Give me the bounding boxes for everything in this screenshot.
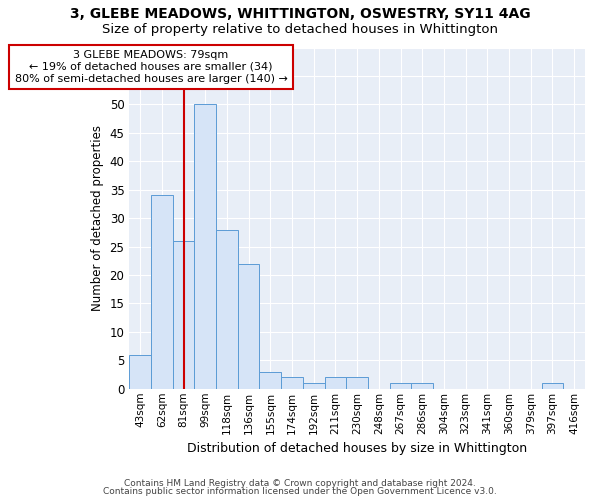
Bar (259, 372, 281, 389)
Bar (129, 354, 151, 389)
X-axis label: Distribution of detached houses by size in Whittington: Distribution of detached houses by size … (187, 442, 527, 455)
Text: Contains HM Land Registry data © Crown copyright and database right 2024.: Contains HM Land Registry data © Crown c… (124, 478, 476, 488)
Bar (325, 378, 346, 389)
Bar (346, 378, 368, 389)
Bar (173, 241, 194, 389)
Y-axis label: Number of detached properties: Number of detached properties (91, 125, 104, 311)
Bar (194, 104, 216, 389)
Bar (238, 264, 259, 389)
Bar (281, 378, 303, 389)
Bar (389, 383, 412, 389)
Bar (216, 230, 238, 389)
Text: 3 GLEBE MEADOWS: 79sqm
← 19% of detached houses are smaller (34)
80% of semi-det: 3 GLEBE MEADOWS: 79sqm ← 19% of detached… (14, 50, 287, 84)
Text: Contains public sector information licensed under the Open Government Licence v3: Contains public sector information licen… (103, 487, 497, 496)
Bar (303, 383, 325, 389)
Bar (412, 383, 433, 389)
Bar (542, 383, 563, 389)
Text: Size of property relative to detached houses in Whittington: Size of property relative to detached ho… (102, 22, 498, 36)
Bar (151, 196, 173, 389)
Text: 3, GLEBE MEADOWS, WHITTINGTON, OSWESTRY, SY11 4AG: 3, GLEBE MEADOWS, WHITTINGTON, OSWESTRY,… (70, 8, 530, 22)
